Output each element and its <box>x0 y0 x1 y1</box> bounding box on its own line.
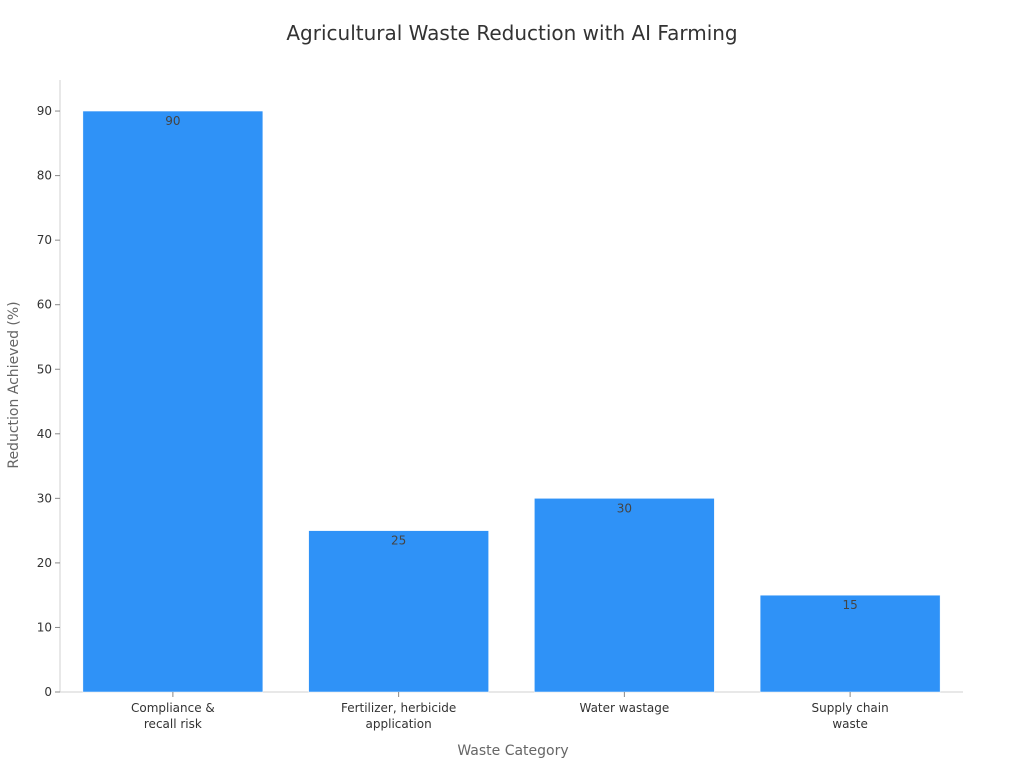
y-tick-label-0: 0 <box>44 685 52 699</box>
y-tick-label-10: 10 <box>37 620 52 634</box>
bar-series <box>82 110 941 693</box>
x-tick-label-4-line-2: waste <box>832 717 868 731</box>
bar-1 <box>82 110 264 693</box>
x-tick-label-2-line-2: application <box>366 717 432 731</box>
data-labels: 90 25 30 15 <box>165 114 858 612</box>
y-tick-label-70: 70 <box>37 233 52 247</box>
y-tick-label-90: 90 <box>37 104 52 118</box>
x-tick-label-1-line-1: Compliance & <box>131 701 215 715</box>
y-axis-ticks: 0 10 20 30 40 50 60 70 80 90 <box>37 104 60 699</box>
data-label-4: 15 <box>842 598 857 612</box>
y-tick-label-60: 60 <box>37 298 52 312</box>
y-tick-label-50: 50 <box>37 362 52 376</box>
x-axis-ticks: Compliance & recall risk Fertilizer, herbi… <box>131 692 889 731</box>
data-label-3: 30 <box>617 501 632 515</box>
x-tick-label-3-line-1: Water wastage <box>579 701 669 715</box>
x-tick-label-2-line-1: Fertilizer, herbicide <box>341 701 456 715</box>
y-tick-label-30: 30 <box>37 491 52 505</box>
x-tick-label-1-line-2: recall risk <box>144 717 202 731</box>
y-tick-label-40: 40 <box>37 427 52 441</box>
x-axis-title: Waste Category <box>457 743 568 759</box>
bar-3 <box>534 498 715 693</box>
y-tick-label-80: 80 <box>37 169 52 183</box>
bar-2 <box>308 530 489 693</box>
y-tick-label-20: 20 <box>37 556 52 570</box>
data-label-2: 25 <box>391 534 406 548</box>
chart-title: Agricultural Waste Reduction with AI Far… <box>286 21 737 45</box>
x-tick-label-4-line-1: Supply chain <box>812 701 889 715</box>
data-label-1: 90 <box>165 114 180 128</box>
y-axis-title: Reduction Achieved (%) <box>6 301 22 468</box>
bar-4 <box>759 594 941 693</box>
